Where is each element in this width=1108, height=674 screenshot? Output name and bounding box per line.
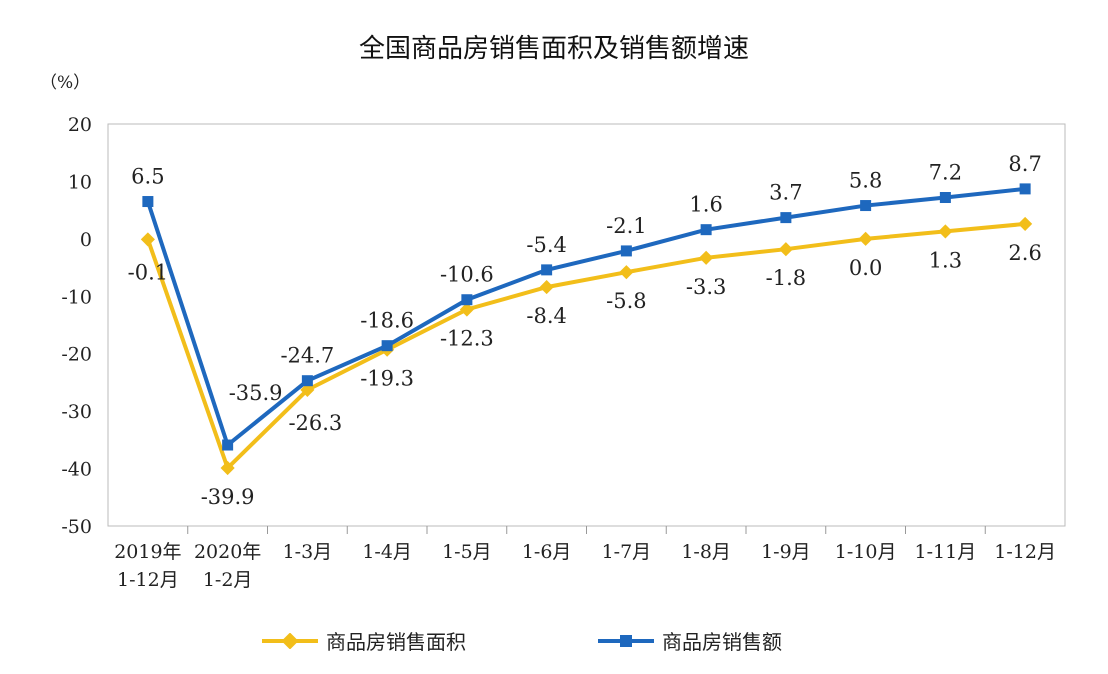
data-point-area	[300, 382, 315, 397]
x-tick-label: 2020年	[194, 541, 261, 563]
data-label: 3.7	[769, 181, 802, 205]
x-tick-label: 1-10月	[835, 541, 897, 563]
data-label: -1.8	[766, 266, 807, 290]
data-point-sales	[222, 439, 234, 451]
data-point-sales	[620, 245, 632, 257]
data-label: -19.3	[360, 367, 414, 391]
data-label: -10.6	[440, 263, 494, 287]
data-label: 1.3	[929, 248, 962, 272]
data-point-sales	[381, 340, 393, 352]
y-tick-label: -50	[61, 516, 92, 538]
data-point-area	[938, 224, 953, 239]
data-label: -2.1	[606, 214, 647, 238]
data-label: -39.9	[201, 485, 255, 509]
data-label: -8.4	[526, 304, 567, 328]
data-label: -35.9	[229, 381, 283, 405]
data-label: -12.3	[440, 326, 494, 350]
y-tick-label: 0	[80, 229, 92, 251]
data-point-sales	[541, 264, 553, 276]
data-label: 7.2	[929, 161, 962, 185]
series-line-1	[145, 186, 1026, 449]
data-label: 6.5	[131, 165, 164, 189]
data-point-area	[459, 302, 474, 317]
data-point-sales	[142, 196, 154, 208]
data-label: -0.1	[128, 260, 169, 284]
x-tick-label: 1-11月	[915, 541, 977, 563]
data-point-sales	[700, 224, 712, 236]
data-point-area	[619, 265, 634, 280]
legend-swatch-sales	[598, 634, 654, 647]
data-point-sales	[939, 192, 951, 204]
data-point-sales	[301, 375, 313, 387]
x-tick-label: 1-3月	[283, 541, 333, 563]
data-label: 1.6	[689, 193, 722, 217]
legend-label-area: 商品房销售面积	[326, 630, 466, 654]
y-axis-unit: （%）	[40, 73, 91, 93]
data-label: -5.4	[526, 233, 567, 257]
x-tick-label: 1-4月	[362, 541, 412, 563]
data-point-area	[539, 280, 554, 295]
x-tick-label: 1-12月	[117, 569, 179, 591]
data-label: 0.0	[849, 256, 882, 280]
x-tick-label: 1-2月	[203, 569, 253, 591]
data-label: -26.3	[288, 411, 342, 435]
x-tick-label: 1-7月	[602, 541, 652, 563]
y-tick-label: -20	[61, 344, 92, 366]
legend-item-sales: 商品房销售额	[598, 626, 782, 655]
legend-item-area: 商品房销售面积	[262, 626, 466, 655]
data-point-sales	[1019, 183, 1031, 195]
data-point-area	[140, 232, 155, 247]
plot-frame	[107, 123, 1066, 527]
series-line-0	[145, 221, 1026, 472]
y-tick-label: 20	[68, 114, 92, 136]
data-point-sales	[860, 200, 872, 212]
chart-title: 全国商品房销售面积及销售额增速	[358, 34, 749, 64]
y-tick-label: -10	[61, 286, 92, 308]
x-tick-label: 2019年	[114, 541, 181, 563]
data-point-area	[1018, 216, 1033, 231]
data-point-sales	[461, 294, 473, 306]
x-tick-label: 1-9月	[761, 541, 811, 563]
data-label: 2.6	[1008, 241, 1041, 265]
x-tick-label: 1-6月	[522, 541, 572, 563]
data-label: -18.6	[360, 309, 414, 333]
x-tick-label: 1-12月	[994, 541, 1056, 563]
legend-swatch-area	[262, 632, 318, 649]
y-tick-label: -30	[61, 401, 92, 423]
data-label: -5.8	[606, 289, 647, 313]
data-point-sales	[780, 212, 792, 224]
x-tick-label: 1-8月	[681, 541, 731, 563]
legend-label-sales: 商品房销售额	[662, 630, 782, 654]
data-point-area	[699, 250, 714, 265]
data-point-area	[778, 242, 793, 257]
data-label: 5.8	[849, 169, 882, 193]
y-tick-label: 10	[68, 171, 92, 193]
data-label: -24.7	[280, 344, 334, 368]
y-tick-label: -40	[61, 459, 92, 481]
data-label: -3.3	[686, 275, 727, 299]
x-tick-label: 1-5月	[442, 541, 492, 563]
data-point-area	[220, 460, 235, 476]
data-point-area	[858, 231, 873, 246]
data-label: 8.7	[1008, 152, 1041, 176]
